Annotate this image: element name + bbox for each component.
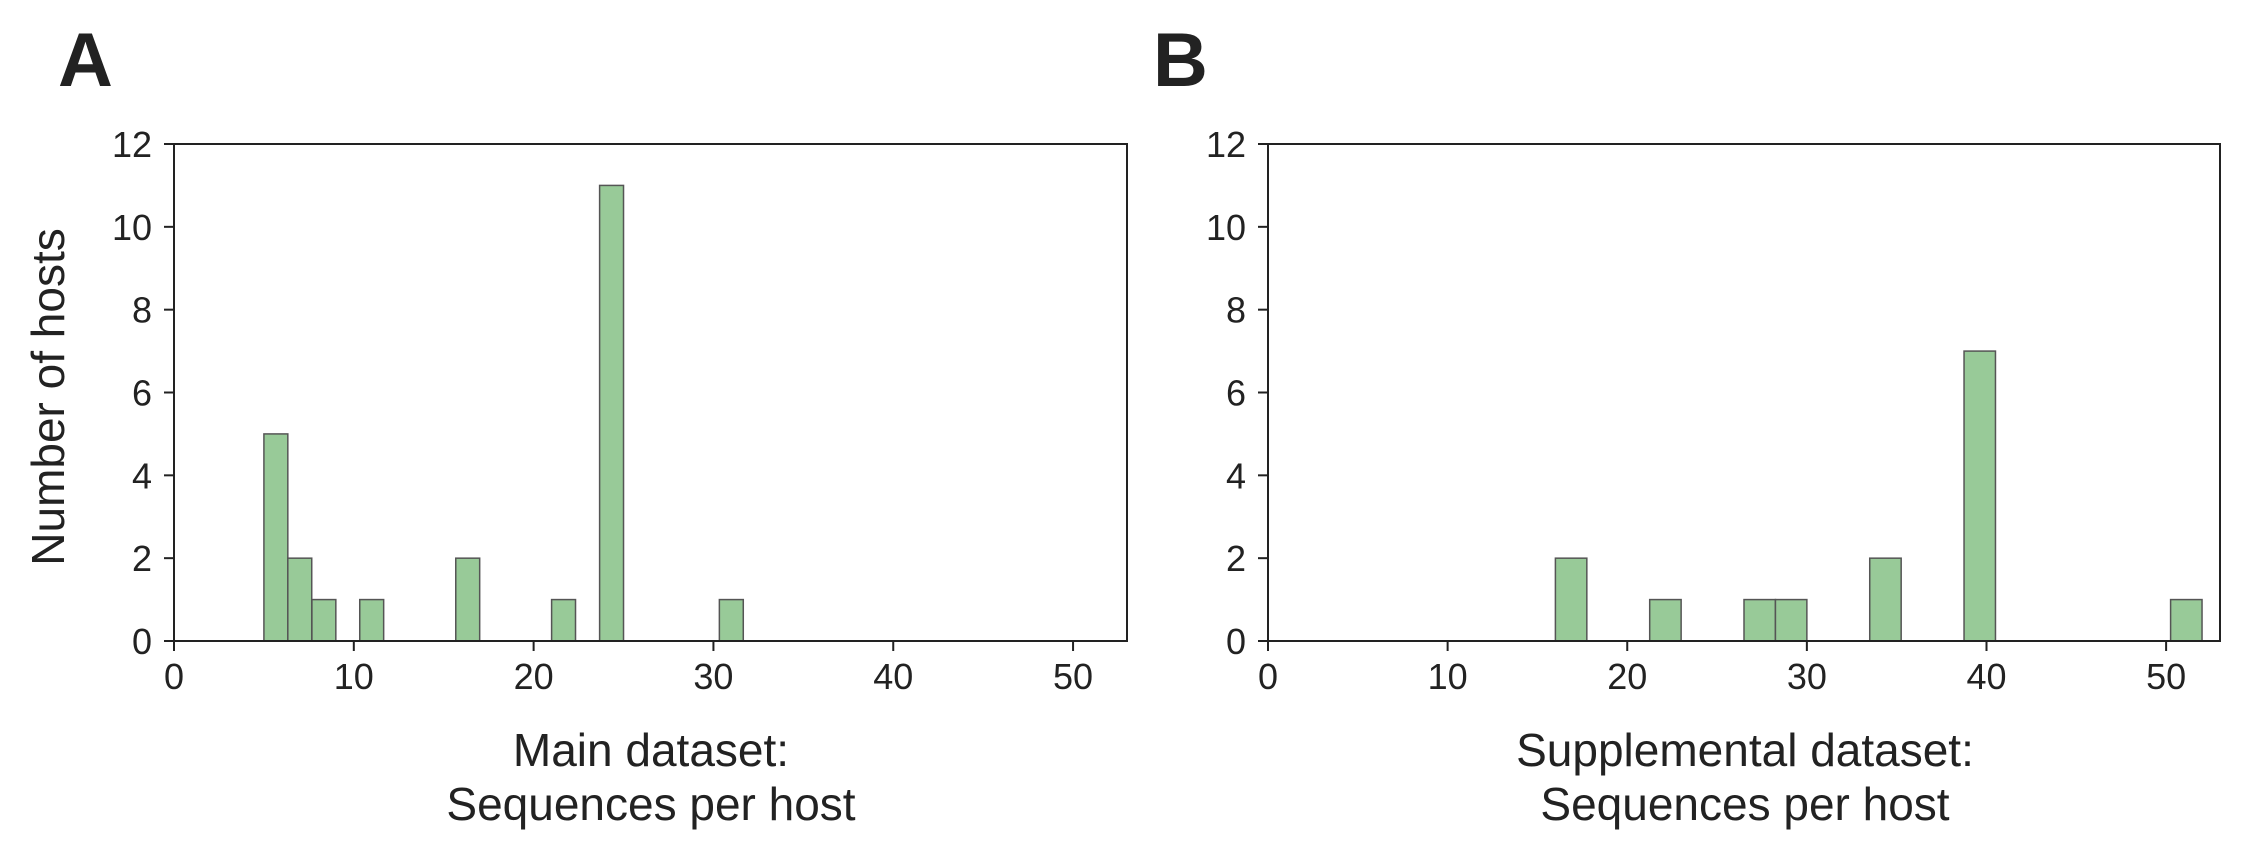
histogram-bar: [1648, 598, 1682, 642]
histogram-bar: [2169, 598, 2203, 642]
x-tick-label: 10: [334, 656, 374, 697]
x-tick-label: 40: [873, 656, 913, 697]
x-axis-title-line-2: Sequences per host: [1540, 778, 1949, 830]
x-tick-label: 20: [1607, 656, 1647, 697]
histogram-bar: [718, 598, 745, 642]
y-tick-label: 6: [1226, 373, 1246, 414]
y-tick-label: 10: [1206, 207, 1246, 248]
x-tick-label: 30: [693, 656, 733, 697]
y-tick-label: 2: [1226, 538, 1246, 579]
y-tick-label: 12: [112, 124, 152, 165]
x-axis-title-line-1: Supplemental dataset:: [1516, 724, 1974, 776]
x-axis-title-line-2: Sequences per host: [446, 778, 855, 830]
histogram-bar: [287, 557, 313, 642]
x-tick-label: 30: [1787, 656, 1827, 697]
y-tick-label: 10: [112, 207, 152, 248]
histogram-bar: [311, 598, 337, 642]
histogram-bar: [455, 557, 481, 642]
y-tick-label: 6: [132, 373, 152, 414]
y-tick-label: 0: [1226, 621, 1246, 662]
histogram-bar: [1774, 598, 1808, 642]
panel-letter-a: A: [58, 18, 113, 103]
histogram-bar: [263, 433, 289, 642]
plot-area-a: 0 10 20 30 40 50 0 2 4 6 8 10 12: [112, 124, 1128, 697]
panel-b: B 0 10 20 30 40 50 0 2 4 6 8 10 12 Supplemental data…: [1153, 18, 2221, 830]
x-tick-label: 40: [1966, 656, 2006, 697]
y-tick-label: 2: [132, 538, 152, 579]
y-tick-label: 12: [1206, 124, 1246, 165]
x-tick-label: 10: [1428, 656, 1468, 697]
x-tick-label: 0: [164, 656, 184, 697]
plot-frame: [173, 143, 1128, 642]
x-tick-label: 20: [514, 656, 554, 697]
panel-a: A Number of hosts 0 10 20 30 40 50 0 2 4 6 8 10 12 M…: [22, 18, 1128, 830]
histogram-bar: [1743, 598, 1777, 642]
histogram-bar: [1554, 557, 1588, 642]
histogram-bar: [550, 598, 577, 642]
histogram-bar: [358, 598, 385, 642]
y-axis-title: Number of hosts: [22, 228, 74, 565]
y-tick-label: 0: [132, 621, 152, 662]
y-tick-label: 8: [1226, 290, 1246, 331]
x-tick-label: 0: [1258, 656, 1278, 697]
plot-area-b: 0 10 20 30 40 50 0 2 4 6 8 10 12: [1206, 124, 2221, 697]
y-tick-label: 8: [132, 290, 152, 331]
histogram-bar: [1868, 557, 1902, 642]
y-tick-label: 4: [132, 455, 152, 496]
plot-frame: [1267, 143, 2221, 642]
x-tick-label: 50: [2146, 656, 2186, 697]
panel-letter-b: B: [1153, 18, 1208, 103]
histogram-bar: [1963, 350, 1997, 642]
x-tick-label: 50: [1053, 656, 1093, 697]
y-tick-label: 4: [1226, 455, 1246, 496]
x-axis-title-line-1: Main dataset:: [513, 724, 789, 776]
histogram-bar: [598, 184, 625, 642]
